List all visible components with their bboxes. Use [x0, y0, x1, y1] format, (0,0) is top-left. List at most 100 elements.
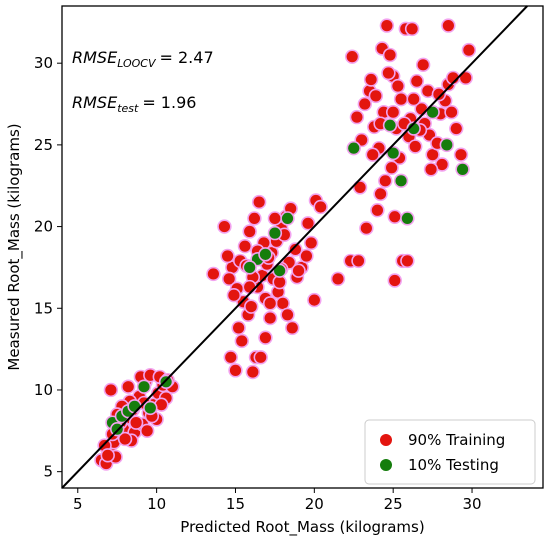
point-90-training	[415, 57, 431, 73]
point-10-testing	[280, 211, 295, 226]
point-90-training	[226, 288, 242, 303]
point-90-training	[449, 121, 464, 136]
point-90-training	[245, 364, 261, 380]
legend: 90% Training 10% Testing	[364, 419, 536, 485]
point-90-training	[272, 274, 287, 290]
point-90-training	[458, 70, 473, 86]
point-marker	[269, 227, 281, 239]
point-marker	[441, 139, 453, 151]
rmse-loocv-base: RMSE	[72, 48, 118, 67]
point-marker	[436, 158, 448, 171]
rmse-test-subscript: test	[117, 102, 139, 115]
points-layer	[94, 18, 477, 471]
point-marker	[207, 268, 219, 280]
point-marker	[387, 106, 399, 118]
point-10-testing	[382, 118, 398, 133]
rmse-test-base: RMSE	[72, 93, 118, 112]
point-90-training	[344, 49, 360, 64]
point-marker	[264, 297, 276, 309]
point-90-training	[237, 238, 253, 254]
point-90-training	[307, 292, 322, 308]
point-marker	[302, 217, 314, 229]
point-marker	[356, 134, 368, 146]
point-marker	[248, 212, 260, 225]
point-90-training	[406, 91, 421, 107]
point-marker	[300, 250, 313, 262]
point-90-training	[300, 216, 316, 231]
point-marker	[433, 88, 445, 100]
point-marker	[406, 23, 418, 35]
legend-box	[364, 419, 536, 485]
x-axis-title: Predicted Root_Mass (kilograms)	[180, 518, 424, 537]
point-marker	[359, 98, 371, 110]
point-marker	[427, 149, 439, 161]
point-90-training	[352, 180, 368, 195]
point-90-training	[400, 253, 415, 269]
point-90-training	[221, 271, 237, 287]
point-marker	[427, 106, 439, 118]
point-10-testing	[346, 140, 361, 156]
y-tick-label: 10	[34, 381, 53, 399]
point-90-training	[253, 350, 268, 365]
point-marker	[308, 294, 320, 306]
point-10-testing	[242, 260, 257, 275]
point-marker	[425, 163, 437, 175]
x-tick-label: 25	[384, 495, 403, 513]
point-10-testing	[158, 374, 174, 389]
point-90-training	[379, 18, 395, 33]
point-90-training	[330, 271, 346, 287]
point-marker	[386, 162, 398, 174]
point-marker	[244, 261, 256, 274]
point-90-training	[378, 173, 393, 189]
point-marker	[379, 175, 391, 187]
point-90-training	[288, 242, 303, 257]
point-marker	[460, 72, 472, 84]
point-90-training	[258, 330, 273, 345]
point-90-training	[373, 186, 388, 202]
point-90-training	[223, 350, 238, 365]
point-90-training	[206, 266, 221, 282]
point-90-training	[313, 199, 328, 215]
point-90-training	[363, 72, 379, 87]
point-marker	[409, 140, 421, 153]
rmse-test-annotation: RMSEtest = 1.96	[72, 93, 196, 115]
point-90-training	[154, 397, 169, 412]
point-90-training	[382, 47, 398, 63]
point-marker	[292, 265, 305, 277]
point-90-training	[117, 431, 133, 447]
point-marker	[239, 240, 251, 252]
point-90-training	[384, 160, 399, 175]
point-90-training	[231, 320, 246, 336]
point-90-training	[370, 203, 385, 218]
point-marker	[269, 212, 281, 225]
point-marker	[365, 73, 377, 86]
point-marker	[352, 255, 365, 267]
identity-line	[61, 5, 528, 489]
x-tick-label: 15	[226, 495, 245, 513]
point-90-training	[139, 423, 155, 439]
point-marker	[354, 181, 366, 193]
point-90-training	[390, 78, 406, 94]
point-marker	[389, 211, 401, 223]
y-tick-label: 25	[34, 136, 53, 154]
point-marker	[274, 265, 286, 277]
point-marker	[422, 85, 434, 97]
legend-marker-training	[380, 434, 392, 446]
point-marker	[450, 122, 462, 135]
point-marker	[289, 243, 302, 256]
point-90-training	[359, 221, 374, 236]
point-marker	[218, 220, 231, 233]
point-90-training	[408, 139, 423, 154]
point-90-training	[453, 147, 469, 162]
point-marker	[370, 90, 382, 102]
point-marker	[253, 196, 265, 208]
point-marker	[244, 225, 256, 238]
y-tick-label: 20	[34, 218, 53, 236]
point-10-testing	[385, 145, 401, 161]
point-marker	[105, 384, 117, 396]
x-tick-label: 5	[73, 495, 83, 513]
point-90-training	[251, 194, 267, 210]
point-marker	[259, 248, 272, 260]
point-90-training	[242, 224, 257, 239]
